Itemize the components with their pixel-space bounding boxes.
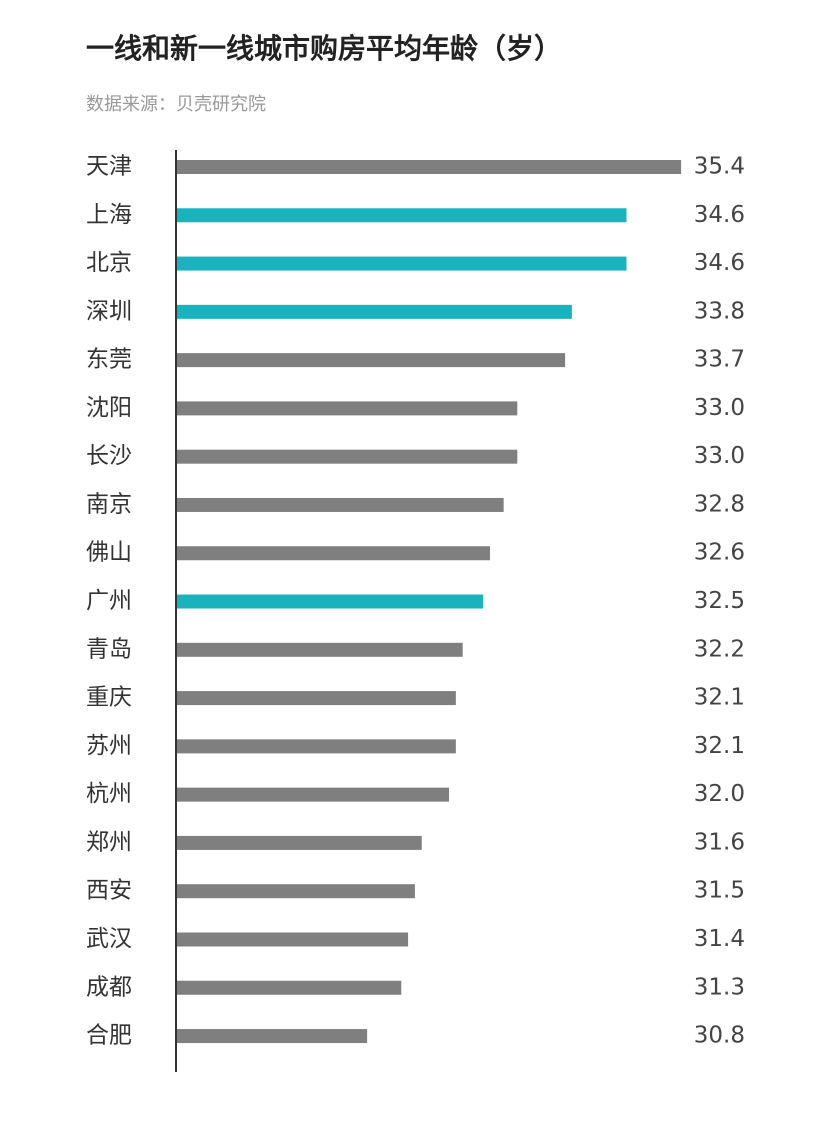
category-label: 苏州 bbox=[86, 733, 132, 759]
value-label: 34.6 bbox=[694, 202, 745, 228]
category-label: 合肥 bbox=[86, 1023, 132, 1049]
value-label: 31.3 bbox=[694, 974, 745, 1000]
bar bbox=[177, 787, 450, 802]
bar bbox=[177, 642, 463, 657]
value-label: 31.4 bbox=[694, 926, 745, 952]
value-label: 31.6 bbox=[694, 829, 745, 855]
category-label: 沈阳 bbox=[86, 395, 132, 421]
category-label: 南京 bbox=[86, 491, 132, 517]
bar bbox=[177, 932, 409, 947]
value-label: 32.1 bbox=[694, 685, 745, 711]
bar bbox=[177, 304, 572, 319]
value-label: 32.0 bbox=[694, 781, 745, 807]
category-label: 武汉 bbox=[86, 926, 132, 952]
bar bbox=[177, 401, 518, 416]
category-label: 长沙 bbox=[86, 443, 132, 469]
category-label: 杭州 bbox=[86, 781, 132, 807]
value-label: 34.6 bbox=[694, 250, 745, 276]
category-label: 重庆 bbox=[86, 685, 132, 711]
category-label: 西安 bbox=[86, 878, 132, 904]
category-label: 青岛 bbox=[86, 636, 132, 662]
bar bbox=[177, 980, 402, 995]
value-label: 32.6 bbox=[694, 540, 745, 566]
bar bbox=[177, 739, 456, 754]
bar bbox=[177, 546, 490, 561]
bar bbox=[177, 256, 627, 271]
bar bbox=[177, 691, 456, 706]
value-label: 30.8 bbox=[694, 1023, 745, 1049]
value-label: 33.0 bbox=[694, 395, 745, 421]
value-label: 32.2 bbox=[694, 636, 745, 662]
bar bbox=[177, 208, 627, 223]
value-label: 32.8 bbox=[694, 491, 745, 517]
bar bbox=[177, 884, 415, 899]
chart-subtitle: 数据来源：贝壳研究院 bbox=[86, 94, 266, 115]
value-label: 32.1 bbox=[694, 733, 745, 759]
value-label: 33.8 bbox=[694, 298, 745, 324]
category-label: 北京 bbox=[86, 250, 132, 276]
bar bbox=[177, 1029, 368, 1044]
category-label: 郑州 bbox=[86, 829, 132, 855]
bar bbox=[177, 160, 682, 174]
category-label: 佛山 bbox=[86, 540, 132, 566]
category-label: 上海 bbox=[86, 202, 132, 228]
bar bbox=[177, 497, 504, 512]
category-label: 深圳 bbox=[86, 298, 132, 324]
category-label: 成都 bbox=[86, 974, 132, 1000]
value-label: 33.7 bbox=[694, 347, 745, 373]
value-label: 32.5 bbox=[694, 588, 745, 614]
category-label: 东莞 bbox=[86, 347, 132, 373]
value-label: 35.4 bbox=[694, 154, 745, 180]
bar bbox=[177, 835, 422, 850]
bar bbox=[177, 353, 566, 368]
chart-title: 一线和新一线城市购房平均年龄（岁） bbox=[86, 32, 562, 65]
bar bbox=[177, 449, 518, 464]
value-label: 33.0 bbox=[694, 443, 745, 469]
category-label: 天津 bbox=[86, 154, 132, 180]
bar bbox=[177, 594, 484, 609]
value-label: 31.5 bbox=[694, 878, 745, 904]
category-label: 广州 bbox=[86, 588, 132, 614]
